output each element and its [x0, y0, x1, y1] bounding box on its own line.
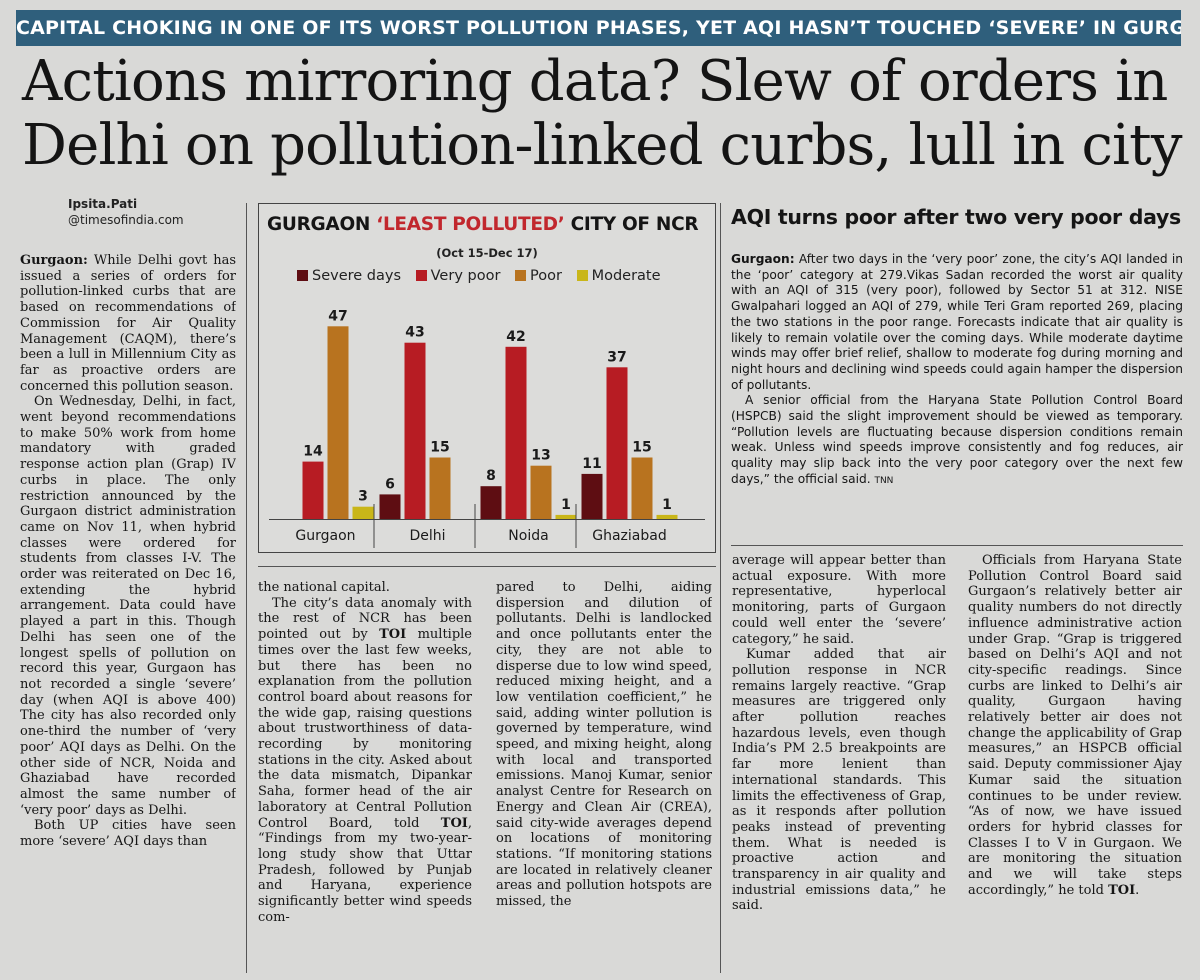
legend-swatch-very-poor — [415, 270, 427, 281]
headline-line-1: Actions mirroring data? Slew of orders i… — [22, 49, 1168, 114]
data-label-noida-moderate: 1 — [561, 497, 571, 513]
data-label-noida-poor: 13 — [531, 448, 550, 464]
bar-noida-moderate — [555, 514, 577, 519]
col1-paragraph-3: Both UP cities have seen more ‘severe’ A… — [20, 818, 236, 850]
headline-line-2: Delhi on pollution-linked curbs, lull in… — [22, 113, 1182, 178]
sidebar-paragraph-2: A senior official from the Haryana State… — [731, 393, 1183, 486]
chart-title: GURGAON ‘LEAST POLLUTED’ CITY OF NCR — [267, 214, 699, 235]
bar-noida-poor — [530, 465, 552, 519]
col2-paragraph-2: The city’s data anomaly with the rest of… — [258, 595, 472, 925]
data-label-delhi-poor: 15 — [430, 440, 449, 456]
col5-paragraph-1: Officials from Haryana State Pollution C… — [968, 553, 1182, 898]
bar-ghaziabad-very-poor — [606, 367, 628, 519]
data-label-noida-very-poor: 42 — [506, 329, 525, 345]
headline: Actions mirroring data? Slew of orders i… — [22, 50, 1187, 178]
kicker-banner: CAPITAL CHOKING IN ONE OF ITS WORST POLL… — [16, 10, 1181, 46]
data-label-gurgaon-moderate: 3 — [358, 489, 368, 505]
article-column-1: Gurgaon: While Delhi govt has issued a s… — [20, 253, 236, 973]
bar-delhi-severe-days — [379, 494, 401, 519]
byline: Ipsita.Pati @timesofindia.com — [68, 196, 184, 228]
col1-paragraph-1: Gurgaon: While Delhi govt has issued a s… — [20, 253, 236, 394]
sidebar-paragraph-1: Gurgaon: After two days in the ‘very poo… — [731, 252, 1183, 392]
data-label-ghaziabad-very-poor: 37 — [607, 349, 626, 365]
category-label-noida: Noida — [508, 528, 548, 544]
col4-paragraph-2: Kumar added that air pollution response … — [732, 647, 946, 914]
bar-noida-very-poor — [505, 346, 527, 519]
category-label-gurgaon: Gurgaon — [295, 528, 355, 544]
column-divider — [720, 203, 721, 973]
agency-tag: TNN — [874, 475, 894, 486]
chart-legend: Severe days Very poor Poor Moderate — [297, 268, 671, 284]
column-divider — [246, 203, 247, 973]
article-column-3: pared to Delhi, aiding dispersion and di… — [496, 580, 712, 975]
bar-ghaziabad-severe-days — [581, 473, 603, 519]
author-name: Ipsita.Pati — [68, 197, 138, 211]
sidebar-bottom-rule — [731, 545, 1183, 546]
legend-severe: Severe days — [297, 268, 401, 284]
bar-noida-severe-days — [480, 486, 502, 519]
col4-paragraph-1: average will appear better than actual e… — [732, 553, 946, 647]
data-label-ghaziabad-moderate: 1 — [662, 497, 672, 513]
bar-chart: 14 47 3 Gurgaon 6 43 15 Delhi 8 42 13 1 Noida 11 37 15 1… — [269, 308, 705, 548]
legend-swatch-severe — [297, 270, 308, 281]
sidebar-title: AQI turns poor after two very poor days — [731, 205, 1181, 229]
author-handle: @timesofindia.com — [68, 213, 184, 227]
article-column-5: Officials from Haryana State Pollution C… — [968, 553, 1182, 975]
data-label-delhi-very-poor: 43 — [405, 325, 424, 341]
chart-subtitle: (Oct 15-Dec 17) — [436, 246, 538, 260]
col2-paragraph-1: the national capital. — [258, 580, 390, 595]
bar-ghaziabad-poor — [631, 457, 653, 519]
category-label-delhi: Delhi — [409, 528, 445, 544]
legend-swatch-moderate — [576, 270, 588, 281]
bar-gurgaon-poor — [327, 326, 349, 519]
bar-ghaziabad-moderate — [656, 514, 678, 519]
legend-very-poor: Very poor — [415, 268, 500, 284]
legend-poor: Poor — [515, 268, 562, 284]
bar-delhi-poor — [429, 457, 451, 519]
bar-gurgaon-very-poor — [302, 461, 324, 519]
legend-moderate: Moderate — [576, 268, 661, 284]
data-label-ghaziabad-poor: 15 — [632, 440, 651, 456]
category-label-ghaziabad: Ghaziabad — [592, 528, 666, 544]
data-label-ghaziabad-severe-days: 11 — [582, 456, 601, 472]
col3-paragraph-1: pared to Delhi, aiding dispersion and di… — [496, 580, 712, 910]
legend-swatch-poor — [515, 270, 527, 281]
chart-bottom-rule — [258, 566, 716, 567]
bar-gurgaon-moderate — [352, 506, 374, 519]
article-column-2: the national capital. The city’s data an… — [258, 580, 472, 975]
chart-box: GURGAON ‘LEAST POLLUTED’ CITY OF NCR (Oc… — [258, 203, 716, 553]
data-label-gurgaon-poor: 47 — [328, 308, 347, 324]
data-label-delhi-severe-days: 6 — [385, 476, 395, 492]
col1-paragraph-2: On Wednesday, Delhi, in fact, went beyon… — [20, 394, 236, 818]
article-column-4: average will appear better than actual e… — [732, 553, 946, 975]
data-label-gurgaon-very-poor: 14 — [303, 444, 323, 460]
sidebar-body: Gurgaon: After two days in the ‘very poo… — [731, 252, 1183, 490]
bar-delhi-very-poor — [404, 342, 426, 519]
data-label-noida-severe-days: 8 — [486, 468, 496, 484]
dateline: Gurgaon: — [20, 253, 88, 268]
